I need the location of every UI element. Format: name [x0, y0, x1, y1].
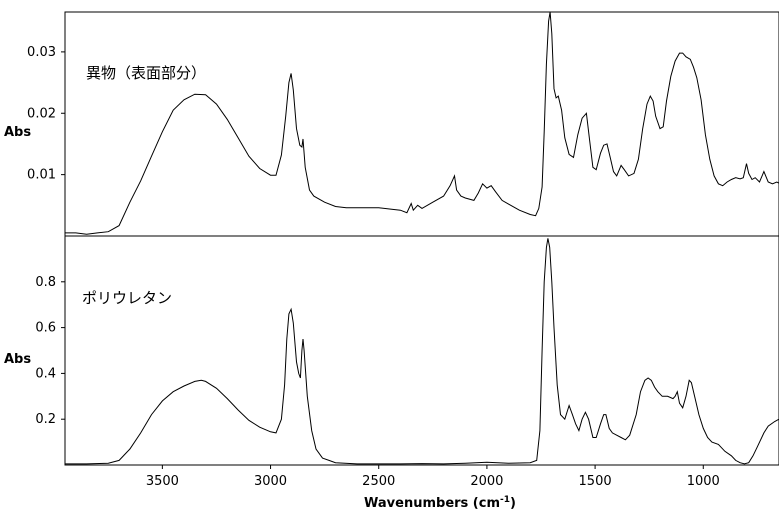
bottom-x-tick-label-1: 3000: [254, 474, 287, 489]
bottom-y-axis-label: Abs: [4, 352, 31, 367]
bottom-x-tick-label-5: 1000: [687, 474, 720, 489]
top-y-tick-label-1: 0.02: [27, 106, 56, 121]
bottom-x-tick-label-3: 2000: [470, 474, 503, 489]
top-y-ticks: 0.01 0.02 0.03: [27, 45, 65, 183]
x-axis-label: Wavenumbers (cm-1): [364, 495, 516, 511]
top-y-tick-label-2: 0.03: [27, 45, 56, 60]
top-spectrum-line: [65, 11, 779, 235]
bottom-x-tick-label-2: 2500: [362, 474, 395, 489]
bottom-panel-annotation: ポリウレタン: [82, 289, 172, 307]
bottom-x-tick-label-4: 1500: [579, 474, 612, 489]
bottom-y-tick-label-2: 0.6: [35, 321, 56, 336]
bottom-x-ticks: 3500 3000 2500 2000 1500 1000: [146, 465, 720, 489]
panel-bottom: 0.2 0.4 0.6 0.8 3500 3000 2500 2000 1500 1000 Ab…: [4, 235, 779, 489]
panel-top: 0.01 0.02 0.03 Abs 異物（表面部分）: [4, 11, 779, 237]
bottom-spectrum-line: [65, 238, 779, 465]
top-plot-frame: [64, 11, 779, 237]
bottom-y-ticks: 0.2 0.4 0.6 0.8: [35, 275, 65, 427]
bottom-y-tick-label-1: 0.4: [35, 366, 56, 381]
bottom-y-tick-label-3: 0.8: [35, 275, 56, 290]
top-panel-annotation: 異物（表面部分）: [86, 64, 206, 82]
bottom-y-tick-label-0: 0.2: [35, 412, 56, 427]
top-y-axis-label: Abs: [4, 125, 31, 140]
top-y-tick-label-0: 0.01: [27, 168, 56, 183]
bottom-plot-frame: [64, 235, 779, 466]
bottom-x-tick-label-0: 3500: [146, 474, 179, 489]
